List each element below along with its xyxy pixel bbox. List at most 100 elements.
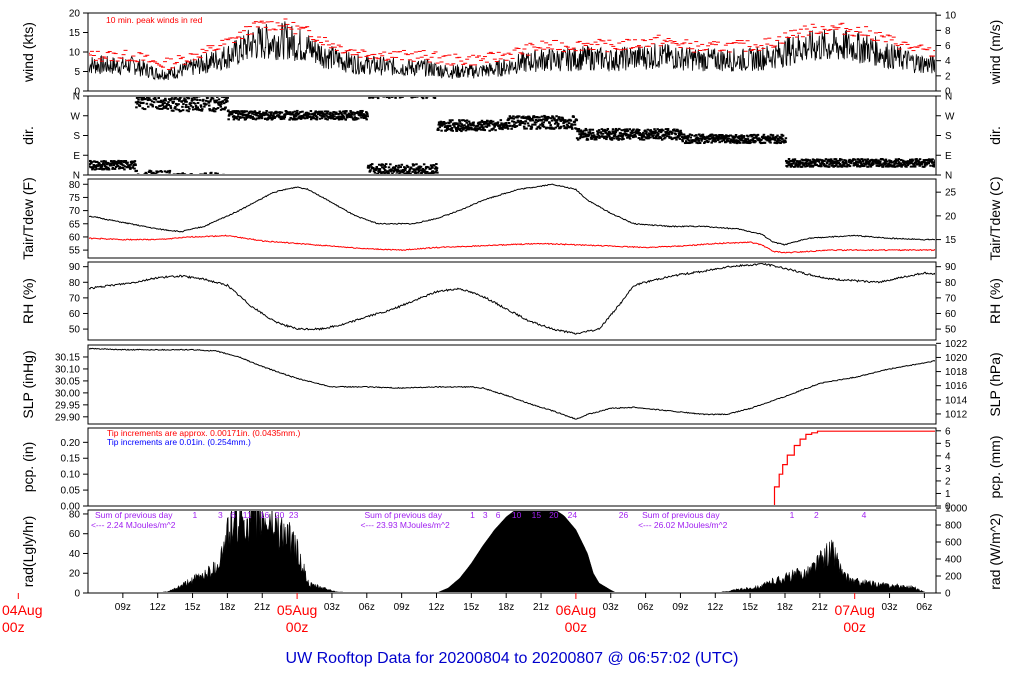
dir-point — [558, 118, 562, 121]
dir-point — [224, 101, 228, 104]
dir-point — [666, 128, 670, 131]
dir-point — [896, 159, 900, 162]
dir-point — [126, 161, 129, 164]
dir-point — [252, 117, 256, 120]
slp-right-tick-label: 1012 — [945, 409, 968, 420]
dir-point — [110, 162, 114, 165]
dir-point — [144, 171, 148, 174]
dir-point — [190, 173, 193, 174]
dir-point — [113, 160, 116, 163]
dir-point — [875, 164, 879, 167]
dir-point — [222, 97, 226, 99]
pcp-ylabel-left: pcp. (in) — [20, 442, 36, 493]
dir-point — [538, 126, 542, 129]
dir-point — [212, 107, 216, 110]
dir-point — [339, 111, 343, 114]
dir-plot-area — [89, 97, 935, 174]
dir-point — [494, 129, 497, 132]
dir-point — [648, 133, 651, 136]
dir-point — [753, 136, 757, 139]
dir-point — [793, 159, 796, 162]
dir-point — [536, 126, 540, 129]
dir-point — [214, 101, 218, 104]
dir-point — [136, 100, 140, 103]
dir-point — [524, 120, 528, 123]
dir-point — [801, 161, 804, 164]
dir-point — [159, 104, 162, 107]
dir-point — [308, 113, 311, 116]
dir-point — [729, 134, 733, 137]
dir-point — [889, 163, 892, 166]
dir-point — [780, 136, 783, 139]
dir-point — [784, 140, 787, 143]
dir-point — [847, 163, 850, 166]
dir-point — [148, 169, 151, 172]
dir-point — [296, 109, 299, 112]
dir-point — [526, 122, 530, 125]
dir-point — [198, 99, 202, 102]
dir-point — [553, 117, 556, 120]
dir-point — [587, 131, 590, 134]
dir-point — [860, 158, 864, 161]
dir-point — [470, 127, 473, 130]
dir-point — [712, 134, 716, 137]
dir-point — [190, 97, 194, 100]
dir-point — [124, 160, 128, 163]
dir-point — [184, 99, 187, 102]
dir-point — [353, 113, 356, 116]
dir-point — [199, 104, 203, 107]
dir-point — [696, 142, 700, 145]
dir-point — [181, 109, 185, 112]
dir-point — [674, 136, 677, 139]
dir-point — [367, 166, 370, 169]
dir-point — [422, 170, 425, 173]
dir-point — [177, 103, 180, 106]
pcp-right-tick-label: 1 — [945, 489, 951, 500]
dir-point — [460, 130, 463, 133]
dir-point — [621, 134, 625, 137]
dir-point — [638, 132, 642, 135]
dir-point — [325, 114, 328, 117]
dir-point — [671, 131, 674, 134]
dir-point — [171, 102, 175, 105]
temp-left-tick-label: 75 — [69, 193, 81, 204]
wind-right-tick-label: 6 — [945, 41, 951, 52]
rad-day-sum-title: Sum of previous day — [642, 510, 720, 520]
dir-point — [604, 131, 607, 134]
dir-point — [809, 165, 812, 168]
dir-point — [184, 103, 188, 106]
dir-point — [611, 136, 614, 139]
dir-point — [302, 116, 305, 119]
dir-point — [320, 117, 324, 120]
dir-point — [677, 136, 680, 139]
dir-point — [683, 137, 686, 140]
dir-point — [550, 119, 554, 122]
dir-point — [439, 122, 443, 125]
dir-point — [720, 135, 723, 138]
dir-point — [466, 125, 470, 128]
time-tick-label: 18z — [498, 602, 514, 613]
dir-point — [350, 116, 353, 119]
dir-point — [561, 118, 565, 121]
dir-point — [478, 126, 482, 129]
dir-point — [479, 123, 483, 126]
dir-point — [441, 121, 444, 124]
dir-point — [415, 163, 418, 166]
dir-point — [326, 112, 329, 115]
dir-point — [483, 129, 487, 132]
dir-point — [226, 97, 229, 99]
dir-point — [664, 136, 667, 139]
dir-point — [119, 162, 123, 165]
dir-point — [405, 172, 408, 174]
dir-point — [346, 115, 350, 118]
dir-point — [523, 122, 527, 125]
dir-point — [374, 97, 378, 98]
dir-point — [240, 116, 244, 119]
dir-point — [784, 137, 788, 140]
dir-point — [863, 158, 867, 161]
dir-left-tick-label: E — [73, 151, 80, 162]
dir-point — [216, 172, 219, 174]
dir-point — [305, 116, 308, 119]
dir-point — [507, 118, 511, 121]
dir-point — [507, 117, 510, 120]
